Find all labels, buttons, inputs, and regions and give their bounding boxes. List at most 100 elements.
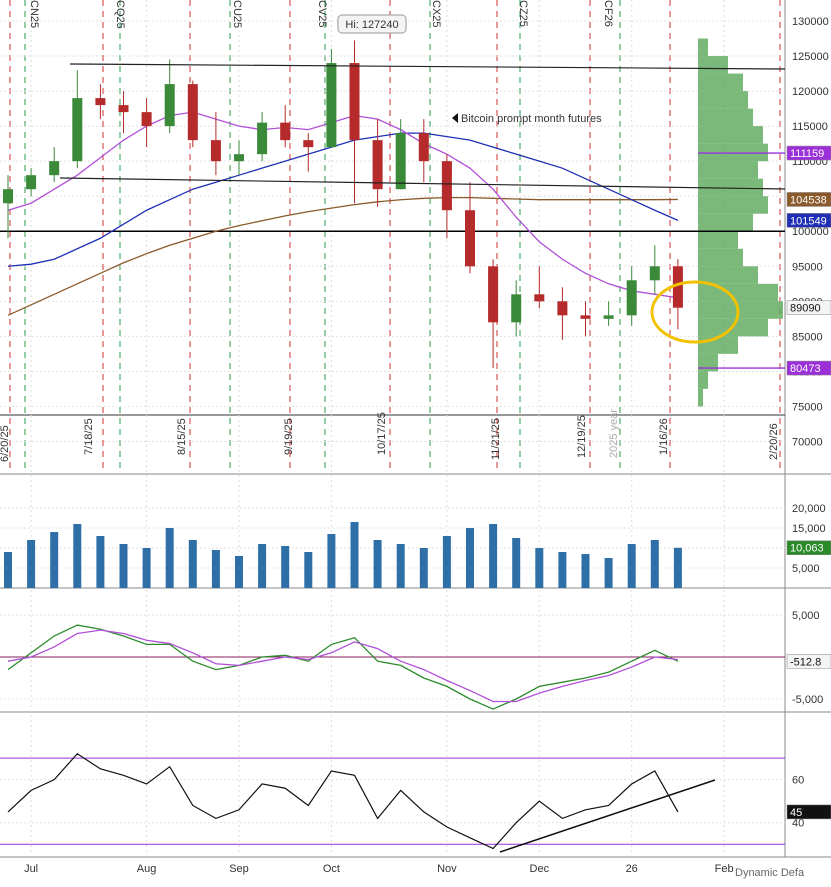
ma-line (7, 196, 678, 316)
macd-line (7, 629, 678, 703)
y-tick-label: 40 (792, 818, 804, 830)
x-tick-label: Aug (137, 863, 157, 875)
y-tick-label: 5,000 (792, 563, 820, 575)
candle-body (465, 210, 475, 267)
x-tick-label: Oct (323, 863, 340, 875)
candle-body (326, 63, 337, 148)
y-tick-label: 95000 (792, 261, 823, 273)
profile-bar (698, 108, 753, 127)
x-tick-label: Jul (24, 863, 38, 875)
footer: Dynamic Defa (735, 867, 805, 879)
volume-bar (604, 558, 613, 588)
volume-bar (627, 544, 636, 588)
volume-bar (165, 528, 174, 588)
volume-bar (581, 554, 590, 588)
volume-bar (512, 538, 521, 588)
level-label-box (786, 360, 831, 376)
trendline (59, 177, 786, 190)
level-label: 111159 (790, 148, 824, 160)
ma-label-box (786, 192, 831, 207)
x-tick-label: 26 (626, 863, 638, 875)
profile-bar (698, 371, 708, 389)
profile-bar (698, 353, 718, 372)
y-tick-label: 5,000 (792, 610, 820, 622)
y-tick-label: 85000 (792, 331, 823, 343)
candle-body (395, 133, 406, 190)
panel-borders (0, 0, 831, 858)
volume-bar (142, 548, 151, 588)
level-label-box (786, 145, 831, 161)
overlay: Hi: 127240 Bitcoin prompt month futures … (0, 0, 805, 879)
profile-bar (698, 283, 778, 302)
expiry-label: 2/20/26 (768, 423, 780, 460)
y-tick-label: 20,000 (792, 503, 826, 515)
profile-bar (698, 178, 763, 197)
volume-bar (558, 552, 567, 588)
profile-bar (698, 231, 738, 249)
y-tick-label: 15,000 (792, 523, 826, 535)
y-tick-label: 130000 (792, 16, 829, 28)
candle-body (210, 140, 221, 162)
rsi-trendline (499, 779, 716, 853)
volume-bar (119, 544, 128, 588)
contract-label: CX25 (430, 0, 442, 28)
candle-body (441, 161, 452, 211)
note-arrow (452, 113, 458, 123)
profile-bar (698, 56, 728, 74)
candle-body (72, 98, 83, 162)
layout (0, 0, 831, 858)
ma-label: 101549 (790, 215, 827, 227)
profile-bar (698, 161, 758, 179)
candle-body (557, 301, 568, 316)
contract-label: CZ25 (517, 0, 529, 27)
level-label: 80473 (790, 363, 821, 375)
volume-bar (211, 550, 220, 588)
expiry-label: 11/21/25 (490, 418, 502, 460)
x-tick-label: Feb (715, 863, 734, 875)
rsi-label-box (786, 804, 831, 820)
expiry-label: 1/16/26 (658, 418, 670, 455)
contract-label: CU25 (231, 0, 243, 28)
candle-body (626, 280, 637, 316)
candle-body (141, 112, 152, 127)
contract-label: CF26 (602, 0, 614, 27)
profile-bar (698, 388, 703, 407)
rsi-line (7, 752, 679, 850)
macd-label-box (786, 654, 831, 669)
expiry-label: 9/19/25 (283, 418, 295, 455)
year-label: 2025 year (608, 409, 620, 458)
volume-bar (235, 556, 243, 588)
expiry-label: 7/18/25 (83, 418, 95, 455)
volume-bar (673, 547, 682, 588)
profile-bar (698, 248, 743, 267)
candle-body (164, 84, 175, 127)
rsi-label: 45 (790, 807, 802, 819)
ma-line (7, 111, 678, 299)
volume-bar (419, 548, 428, 588)
candle-body (257, 122, 268, 155)
y-tick-label: -5,000 (792, 694, 823, 706)
candle-body (372, 140, 383, 190)
highlight-circle (650, 280, 740, 344)
volume-bar (50, 532, 59, 588)
volume-label-box (786, 540, 831, 555)
volume-bar (489, 524, 498, 588)
candle-body (511, 294, 522, 323)
candle-body (534, 294, 545, 302)
candle-body (418, 133, 429, 162)
y-tick-label: 125000 (792, 51, 829, 63)
volume-bar (466, 528, 474, 588)
candle-body (580, 315, 591, 319)
profile-bar (698, 73, 743, 92)
volume-bar (535, 548, 544, 588)
ma-label-box (786, 213, 831, 228)
x-tick-label: Dec (530, 863, 550, 875)
candle-body (603, 315, 614, 319)
profile-bar (698, 266, 758, 284)
last-price: 89090 (790, 303, 821, 315)
volume-bar (327, 534, 336, 588)
macd-line (7, 624, 679, 710)
candle-body (95, 98, 106, 106)
